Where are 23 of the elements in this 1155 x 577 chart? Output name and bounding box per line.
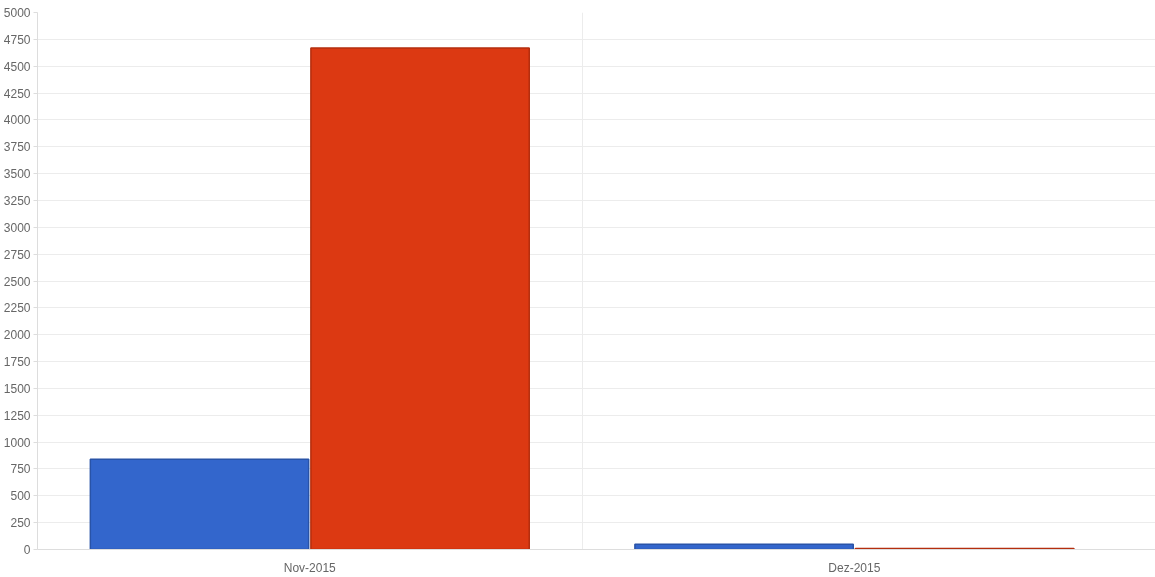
y-tick-label: 3750 xyxy=(3,140,31,155)
y-tick-label: 1250 xyxy=(3,408,31,423)
y-tick-label: 2000 xyxy=(3,328,31,343)
y-tick-label: 250 xyxy=(10,516,31,531)
y-tick-label: 1750 xyxy=(3,355,31,370)
x-tick-label: Nov-2015 xyxy=(283,560,337,575)
y-tick-label: 2500 xyxy=(3,274,31,289)
y-tick-label: 4500 xyxy=(3,59,31,74)
y-tick-label: 4750 xyxy=(3,32,31,47)
y-tick-label: 500 xyxy=(10,489,31,504)
y-tick-label: 750 xyxy=(10,462,31,477)
y-tick-label: 4000 xyxy=(3,113,31,128)
x-tick-label: Dez-2015 xyxy=(828,560,881,575)
y-tick-label: 2250 xyxy=(3,301,31,316)
y-tick-label: 5000 xyxy=(3,6,31,20)
y-tick-label: 1500 xyxy=(3,381,31,396)
y-tick-label: 2750 xyxy=(3,247,31,262)
y-tick-label: 3250 xyxy=(3,193,31,208)
y-tick-label: 3000 xyxy=(3,220,31,235)
y-tick-label: 4250 xyxy=(3,86,31,101)
y-tick-label: 3500 xyxy=(3,167,31,182)
y-tick-label: 1000 xyxy=(3,435,31,450)
y-tick-label: 0 xyxy=(23,543,31,557)
